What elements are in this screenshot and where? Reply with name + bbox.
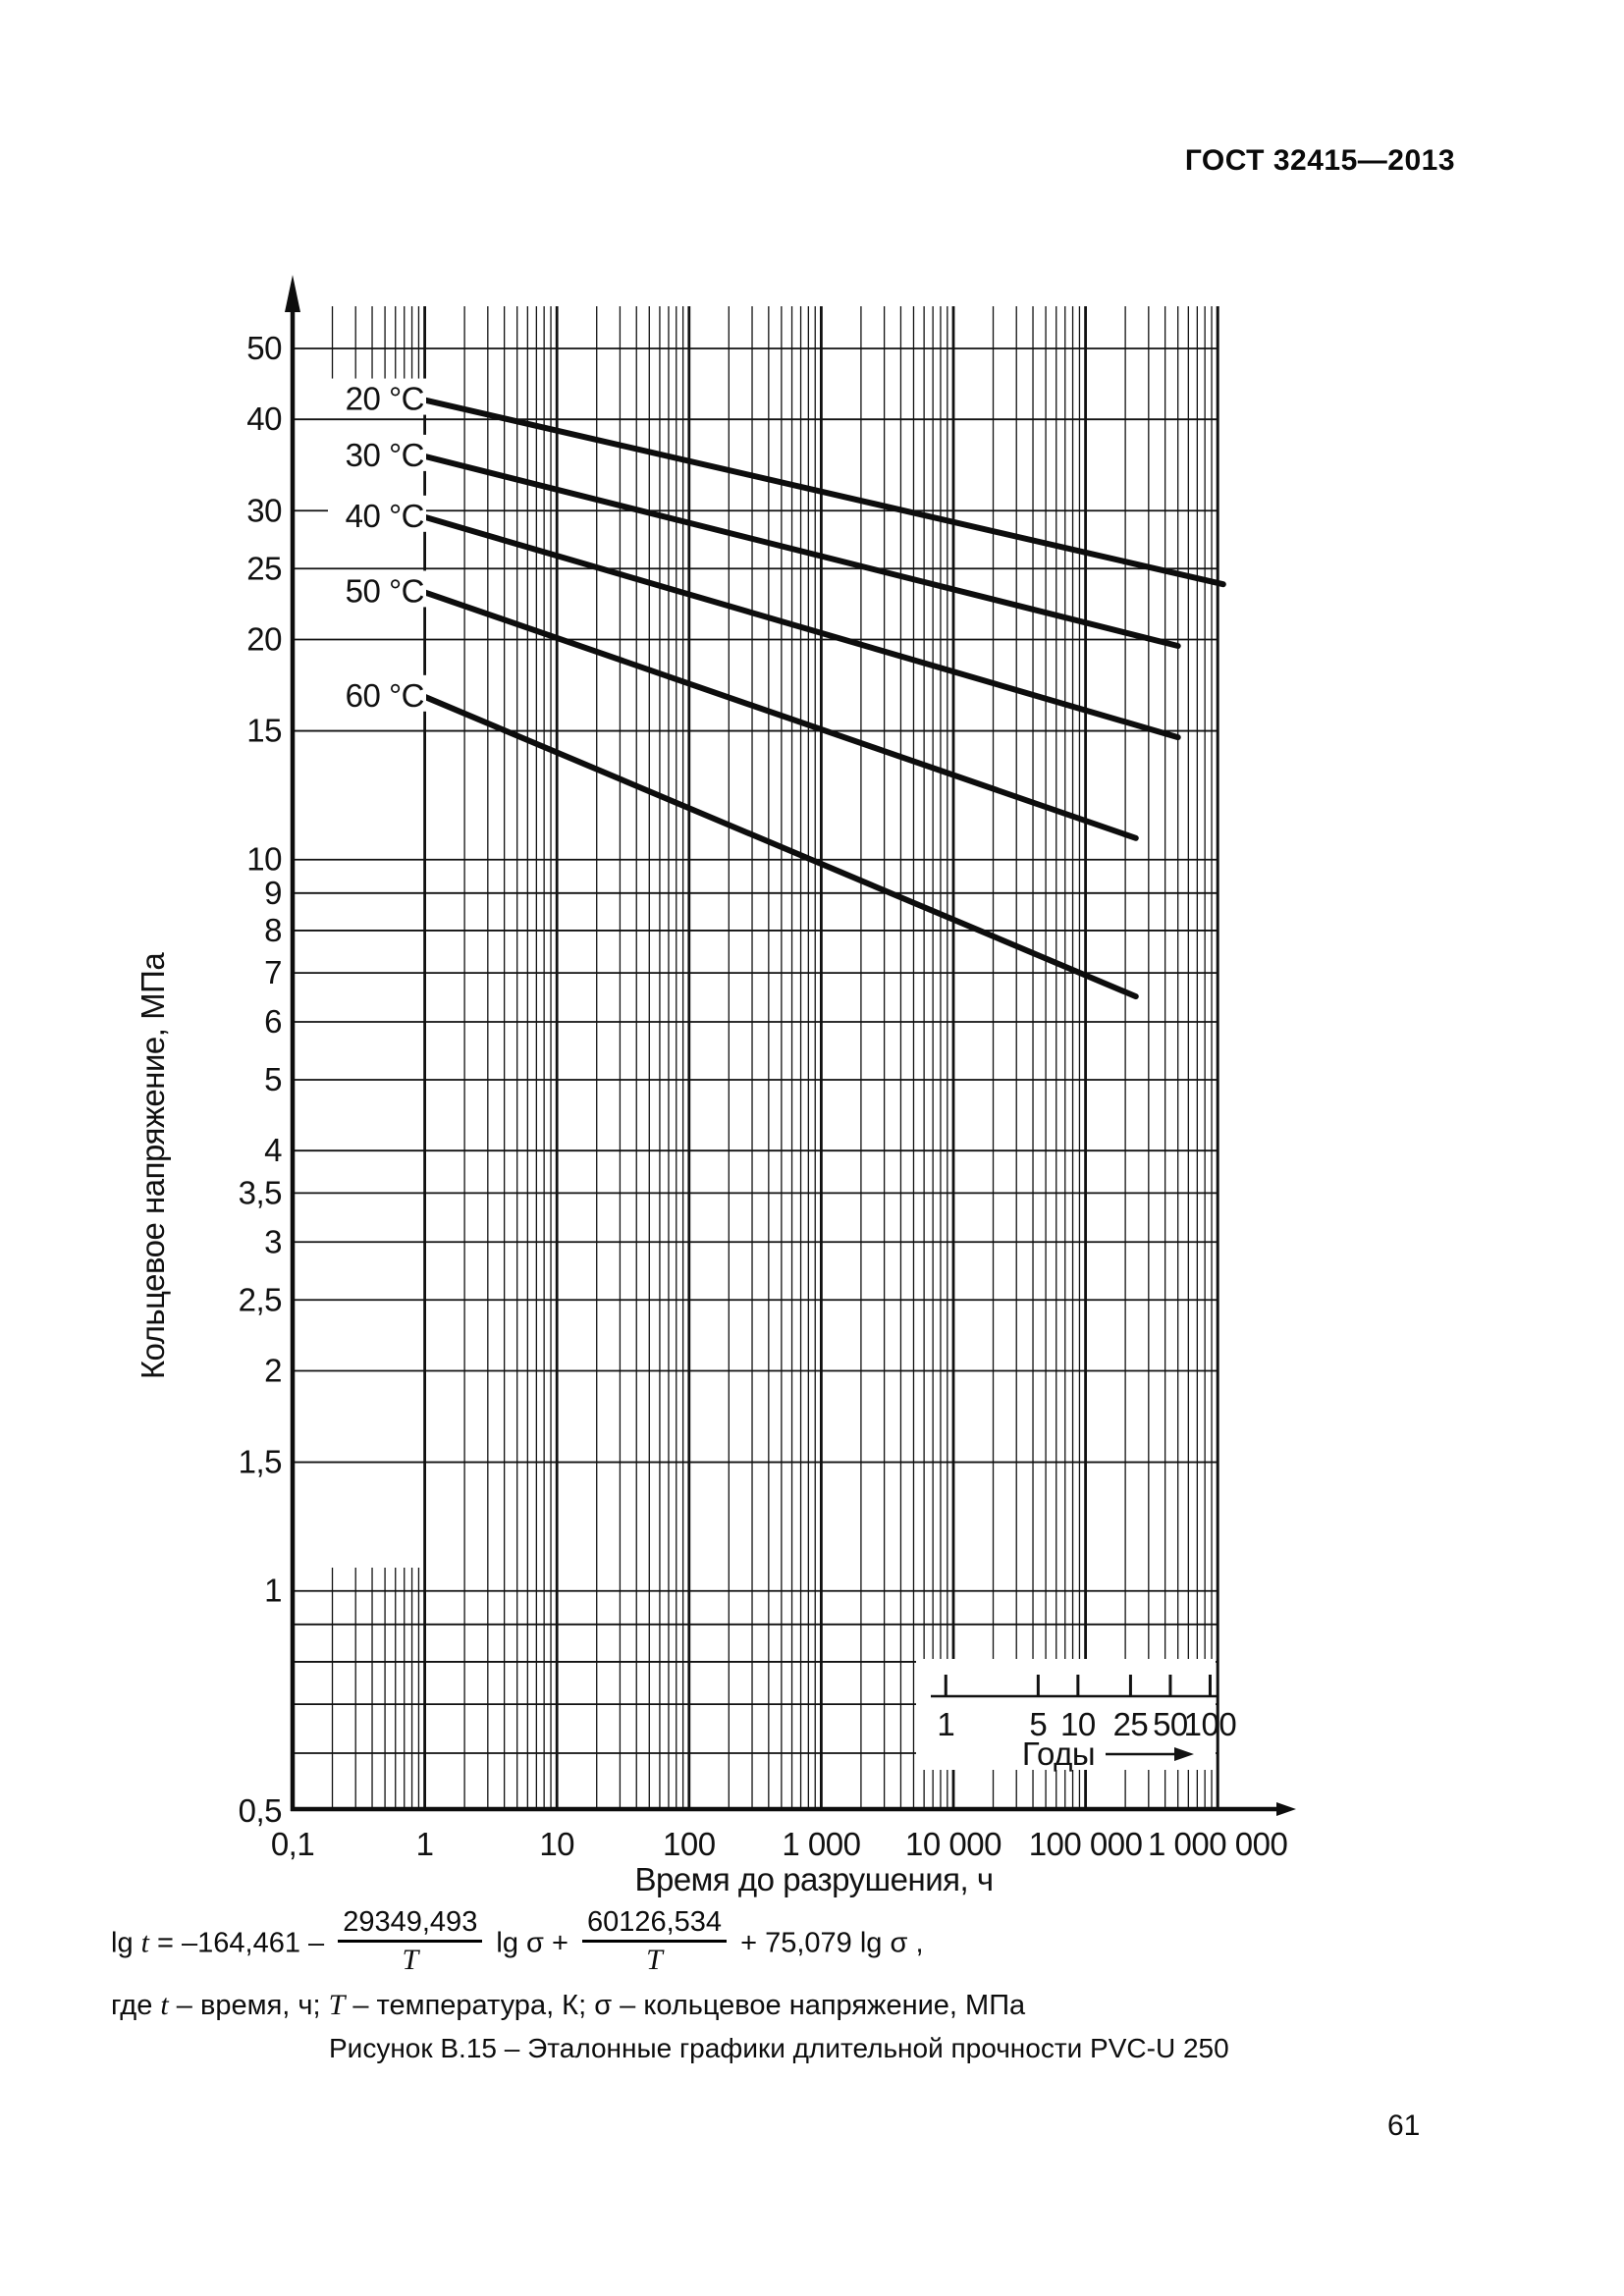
- years-tick-label: 1: [937, 1706, 954, 1742]
- years-tick-label: 100: [1184, 1706, 1237, 1742]
- axes: [285, 275, 1296, 1816]
- y-tick-label: 3,5: [239, 1174, 282, 1210]
- y-tick-label: 3: [264, 1223, 282, 1259]
- x-tick-label: 0,1: [271, 1826, 314, 1862]
- x-tick-label: 1 000: [782, 1826, 860, 1862]
- y-tick-label: 15: [246, 713, 282, 749]
- series-label: 40 °C: [346, 498, 424, 534]
- y-axis-arrow-head: [285, 275, 300, 312]
- x-tick-label: 1: [416, 1826, 434, 1862]
- series-label: 60 °C: [346, 677, 424, 714]
- y-tick-label: 30: [246, 492, 282, 528]
- note-text: где: [111, 1989, 161, 2021]
- note-text: – кольцевое напряжение, МПа: [612, 1989, 1026, 2021]
- series-label-background: [328, 495, 426, 532]
- years-axis-title: Годы: [1022, 1735, 1095, 1772]
- series-line-20C: [421, 397, 1226, 588]
- y-tick-label: 20: [246, 620, 282, 657]
- y-tick-label: 2: [264, 1352, 282, 1388]
- formula-line: lg t = –164,461 – 29349,493 T lg σ + 6012…: [111, 1907, 1025, 1979]
- y-tick-label: 2,5: [239, 1281, 282, 1317]
- series-label: 30 °C: [346, 437, 424, 473]
- formula-note: где t – время, ч; T – температура, К; σ …: [111, 1989, 1025, 2022]
- y-tick-label: 25: [246, 550, 282, 586]
- formula-var-t: t: [140, 1926, 149, 1959]
- formula-fraction-1: 29349,493 T: [338, 1907, 483, 1977]
- formula-eq: = –164,461 –: [148, 1927, 333, 1959]
- x-tick-label: 1 000 000: [1148, 1826, 1287, 1862]
- years-tick-label: 50: [1153, 1706, 1188, 1742]
- series-line-40C: [421, 513, 1181, 741]
- note-var-T: T: [328, 1988, 346, 2021]
- y-tick-label: 9: [264, 875, 282, 911]
- y-tick-label: 10: [246, 841, 282, 878]
- series-line-30C: [421, 453, 1181, 649]
- x-tick-label: 100 000: [1029, 1826, 1143, 1862]
- y-tick-label: 7: [264, 954, 282, 990]
- fraction-numerator: 60126,534: [581, 1907, 728, 1944]
- note-text: – температура, К;: [345, 1989, 595, 2021]
- x-tick-label: 10: [539, 1826, 574, 1862]
- years-tick-label: 10: [1060, 1706, 1096, 1742]
- y-tick-label: 40: [246, 400, 282, 437]
- note-var-t: t: [160, 1988, 169, 2021]
- fraction-denominator: T: [402, 1944, 419, 1977]
- formula-tail: + 75,079 lg σ ,: [732, 1927, 924, 1959]
- note-var-sigma: σ: [594, 1989, 613, 2021]
- y-tick-label: 1: [264, 1573, 282, 1609]
- years-inset-background: [916, 1659, 1216, 1770]
- formula-lg: lg: [111, 1927, 141, 1959]
- figure-caption: Рисунок В.15 – Эталонные графики длитель…: [329, 2033, 1229, 2063]
- page-number: 61: [1387, 2109, 1421, 2142]
- x-axis-title: Время до разрушения, ч: [634, 1861, 993, 1897]
- formula-fraction-2: 60126,534 T: [581, 1907, 728, 1977]
- document-header: ГОСТ 32415—2013: [1184, 144, 1455, 177]
- y-tick-label: 4: [264, 1132, 282, 1168]
- series-label-background: [328, 570, 426, 608]
- series-line-50C: [421, 589, 1139, 841]
- y-tick-label: 50: [246, 330, 282, 366]
- y-tick-label: 1,5: [239, 1444, 282, 1480]
- x-tick-label: 10 000: [905, 1826, 1001, 1862]
- years-tick-label: 25: [1113, 1706, 1149, 1742]
- series-label-background: [328, 434, 426, 471]
- y-tick-label: 5: [264, 1061, 282, 1097]
- formula-block: lg t = –164,461 – 29349,493 T lg σ + 6012…: [111, 1907, 1025, 2022]
- y-axis-title: Кольцевое напряжение, МПа: [135, 952, 171, 1380]
- series-label: 50 °C: [346, 572, 424, 609]
- series-label-background: [328, 378, 426, 415]
- years-tick-label: 5: [1029, 1706, 1047, 1742]
- grid: [293, 306, 1219, 1811]
- formula-mid: lg σ +: [488, 1927, 576, 1959]
- y-tick-label: 6: [264, 1003, 282, 1040]
- series-label: 20 °C: [346, 381, 424, 417]
- series-line-60C: [421, 693, 1139, 1000]
- series-labels: 20 °C 30 °C 40 °C 50 °C 60 °C: [328, 378, 426, 714]
- y-tick-label: 8: [264, 912, 282, 948]
- y-tick-label: 0,5: [239, 1792, 282, 1829]
- years-arrow-head: [1174, 1747, 1194, 1761]
- note-text: – время, ч;: [168, 1989, 329, 2021]
- x-axis-arrow-head: [1276, 1802, 1296, 1816]
- fraction-numerator: 29349,493: [338, 1907, 483, 1944]
- fraction-denominator: T: [646, 1944, 663, 1977]
- series-lines: [421, 397, 1226, 1000]
- series-label-background: [328, 674, 426, 712]
- x-tick-label: 100: [663, 1826, 716, 1862]
